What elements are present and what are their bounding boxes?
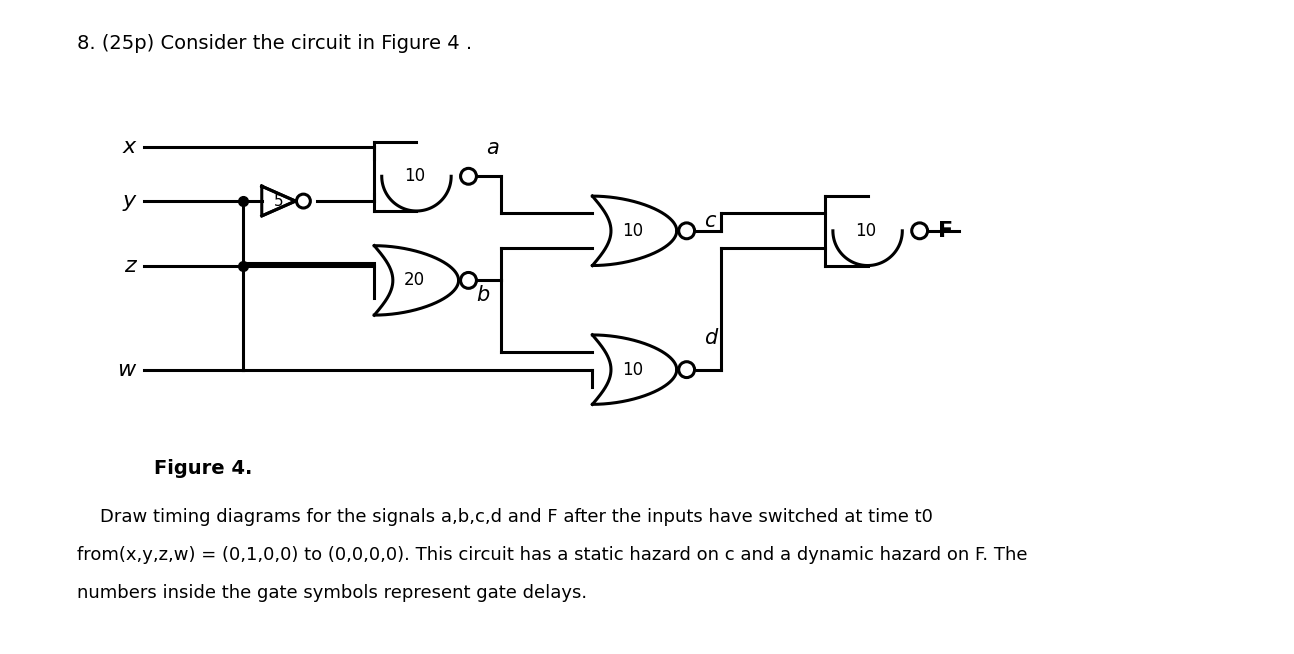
Text: from(x,y,z,w) = (0,1,0,0) to (0,0,0,0). This circuit has a static hazard on c an: from(x,y,z,w) = (0,1,0,0) to (0,0,0,0). …: [78, 546, 1027, 564]
Text: 10: 10: [855, 222, 876, 240]
Text: 8. (25p) Consider the circuit in Figure 4 .: 8. (25p) Consider the circuit in Figure …: [78, 35, 472, 54]
Text: y: y: [123, 191, 136, 211]
Text: b: b: [476, 285, 489, 305]
Text: 5: 5: [274, 194, 283, 209]
Text: F: F: [937, 221, 952, 241]
Text: Draw timing diagrams for the signals a,b,c,d and F after the inputs have switche: Draw timing diagrams for the signals a,b…: [78, 508, 933, 526]
Text: 20: 20: [404, 271, 424, 290]
Text: Figure 4.: Figure 4.: [154, 459, 252, 478]
Text: z: z: [124, 256, 136, 275]
Text: x: x: [123, 137, 136, 156]
Text: 10: 10: [622, 222, 643, 240]
Text: d: d: [704, 328, 718, 348]
Text: w: w: [118, 360, 136, 379]
Text: numbers inside the gate symbols represent gate delays.: numbers inside the gate symbols represen…: [78, 584, 587, 602]
Text: a: a: [487, 139, 499, 158]
Text: 10: 10: [404, 167, 424, 185]
Text: 10: 10: [622, 360, 643, 379]
Text: c: c: [704, 211, 716, 231]
